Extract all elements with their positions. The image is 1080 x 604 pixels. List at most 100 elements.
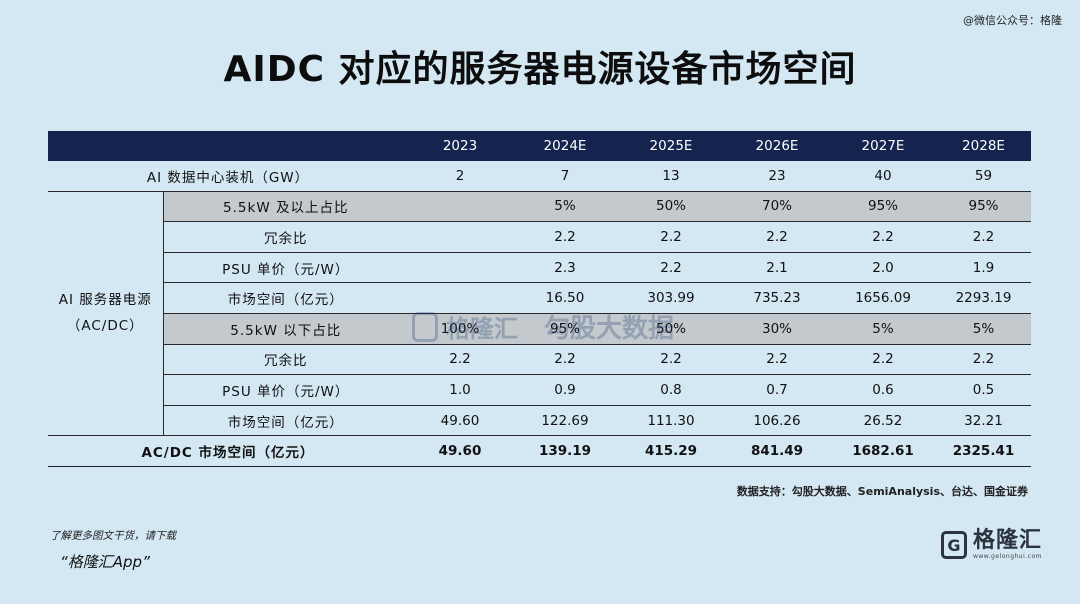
table-cell: 2325.41 [952, 443, 1015, 460]
table-row: AI 数据中心装机（GW） 2 7 13 23 40 59 [48, 161, 1031, 192]
table-cell [408, 191, 512, 222]
table-cell: 49.60 [440, 412, 480, 429]
table-cell: 2.3 [554, 259, 576, 276]
table-row: 冗余比 2.2 2.2 2.2 2.2 2.2 2.2 [48, 344, 1031, 375]
table-cell: 0.8 [660, 381, 682, 398]
table-cell: 2.2 [660, 351, 682, 368]
table-cell: 50% [618, 191, 724, 222]
table-cell: 122.69 [541, 412, 589, 429]
row-label: PSU 单价（元/W） [222, 261, 350, 278]
market-table: 2023 2024E 2025E 2026E 2027E 2028E AI 数据中心装机（… [48, 131, 1031, 467]
brand-logo: G 格隆汇 www.gelonghui.com [940, 528, 1042, 560]
table-cell: 111.30 [647, 412, 695, 429]
table-cell: 1.9 [972, 259, 995, 276]
wechat-watermark: @微信公众号：格隆 [963, 14, 1062, 27]
table-cell [408, 252, 512, 283]
table-cell: 0.6 [872, 381, 894, 398]
table-cell: 2.2 [660, 259, 682, 276]
table-cell: 2 [455, 167, 465, 184]
table-cell: 1656.09 [855, 290, 911, 307]
table-row: PSU 单价（元/W） 1.0 0.9 0.8 0.7 0.6 0.5 [48, 375, 1031, 406]
year-header: 2025E [618, 131, 724, 161]
table-cell: 70% [724, 191, 830, 222]
table-cell: 95% [936, 191, 1031, 222]
year-header: 2024E [512, 131, 618, 161]
table-cell: 5% [830, 313, 936, 345]
logo-name: 格隆汇 [972, 528, 1042, 553]
table-cell: 2.2 [554, 228, 576, 245]
table-cell: 841.49 [750, 443, 804, 460]
table-cell: 2.1 [766, 259, 788, 276]
table-cell: 49.60 [438, 443, 482, 460]
group-label: AI 服务器电源 （AC/DC） [48, 191, 164, 436]
group-label-line1: AI 服务器电源 [58, 292, 152, 309]
table-cell: 139.19 [538, 443, 592, 460]
table-cell: 2.2 [872, 351, 894, 368]
table-cell: 95% [512, 313, 618, 345]
row-label: 冗余比 [264, 230, 308, 247]
row-label: AI 数据中心装机（GW） [146, 169, 310, 186]
table-cell: 0.7 [766, 381, 788, 398]
year-header: 2026E [724, 131, 830, 161]
table-cell: 303.99 [647, 290, 695, 307]
table-cell: 1682.61 [852, 443, 914, 460]
table-row: 冗余比 2.2 2.2 2.2 2.2 2.2 [48, 222, 1031, 253]
table-cell: 100% [408, 313, 512, 345]
table-cell [408, 222, 512, 253]
table-row: 市场空间（亿元） 16.50 303.99 735.23 1656.09 2293.19 [48, 283, 1031, 314]
table-cell: 40 [874, 167, 892, 184]
table-cell: 0.5 [972, 381, 995, 398]
footer-app-name: “格隆汇App” [60, 553, 150, 571]
logo-url: www.gelonghui.com [972, 553, 1042, 560]
row-label: 市场空间（亿元） [227, 292, 344, 309]
row-label: PSU 单价（元/W） [222, 383, 350, 400]
table-header: 2023 2024E 2025E 2026E 2027E 2028E [48, 131, 1031, 161]
table-cell: 0.9 [554, 381, 576, 398]
table-row: AI 服务器电源 （AC/DC） 5.5kW 及以上占比 5% 50% 70% 95% 95% [48, 191, 1031, 436]
data-source: 数据支持：勾股大数据、SemiAnalysis、台达、国金证券 [736, 485, 1028, 498]
table-cell: 415.29 [644, 443, 698, 460]
table-cell: 5% [936, 313, 1031, 345]
table-cell: 7 [560, 167, 570, 184]
table-cell: 16.50 [545, 290, 585, 307]
row-label: 5.5kW 以下占比 [163, 313, 408, 345]
table-cell: 30% [724, 313, 830, 345]
group-label-line2: （AC/DC） [66, 318, 144, 335]
table-cell: 2.2 [972, 228, 995, 245]
row-label: 市场空间（亿元） [227, 414, 344, 431]
footer-note: 了解更多图文干货，请下载 [50, 530, 176, 542]
page-title: AIDC 对应的服务器电源设备市场空间 [223, 49, 857, 90]
table-cell: 32.21 [964, 412, 1003, 429]
table-cell: 13 [662, 167, 680, 184]
table-cell: 59 [974, 167, 993, 184]
table-cell: 26.52 [863, 412, 903, 429]
table-cell: 2.2 [766, 351, 788, 368]
logo-g-icon: G [940, 531, 967, 559]
table-row: 5.5kW 以下占比 100% 95% 50% 30% 5% 5% [48, 313, 1031, 345]
table-cell: 2.2 [449, 351, 471, 368]
year-header: 2028E [936, 131, 1031, 161]
table-cell: 1.0 [449, 381, 471, 398]
row-label: 冗余比 [264, 353, 308, 370]
year-header: 2023 [408, 131, 512, 161]
table-cell: 2.2 [766, 228, 788, 245]
table-cell: 2.0 [872, 259, 894, 276]
table-row: 市场空间（亿元） 49.60 122.69 111.30 106.26 26.52 32.2… [48, 405, 1031, 436]
table-cell: 2.2 [660, 228, 682, 245]
table-cell: 23 [768, 167, 786, 184]
table-cell: 2.2 [554, 351, 576, 368]
table-cell: 106.26 [753, 412, 801, 429]
table-cell: 95% [830, 191, 936, 222]
table-cell: 2.2 [872, 228, 894, 245]
table-cell: 5% [512, 191, 618, 222]
header-blank [48, 131, 408, 161]
row-label: AC/DC 市场空间（亿元） [141, 445, 315, 462]
total-row: AC/DC 市场空间（亿元） 49.60 139.19 415.29 841.49 168… [48, 436, 1031, 467]
row-label: 5.5kW 及以上占比 [163, 191, 408, 222]
table-cell: 50% [618, 313, 724, 345]
table-cell [408, 283, 512, 314]
table-cell: 735.23 [753, 290, 801, 307]
table-row: PSU 单价（元/W） 2.3 2.2 2.1 2.0 1.9 [48, 252, 1031, 283]
table-cell: 2.2 [972, 351, 995, 368]
table-cell: 2293.19 [955, 290, 1012, 307]
